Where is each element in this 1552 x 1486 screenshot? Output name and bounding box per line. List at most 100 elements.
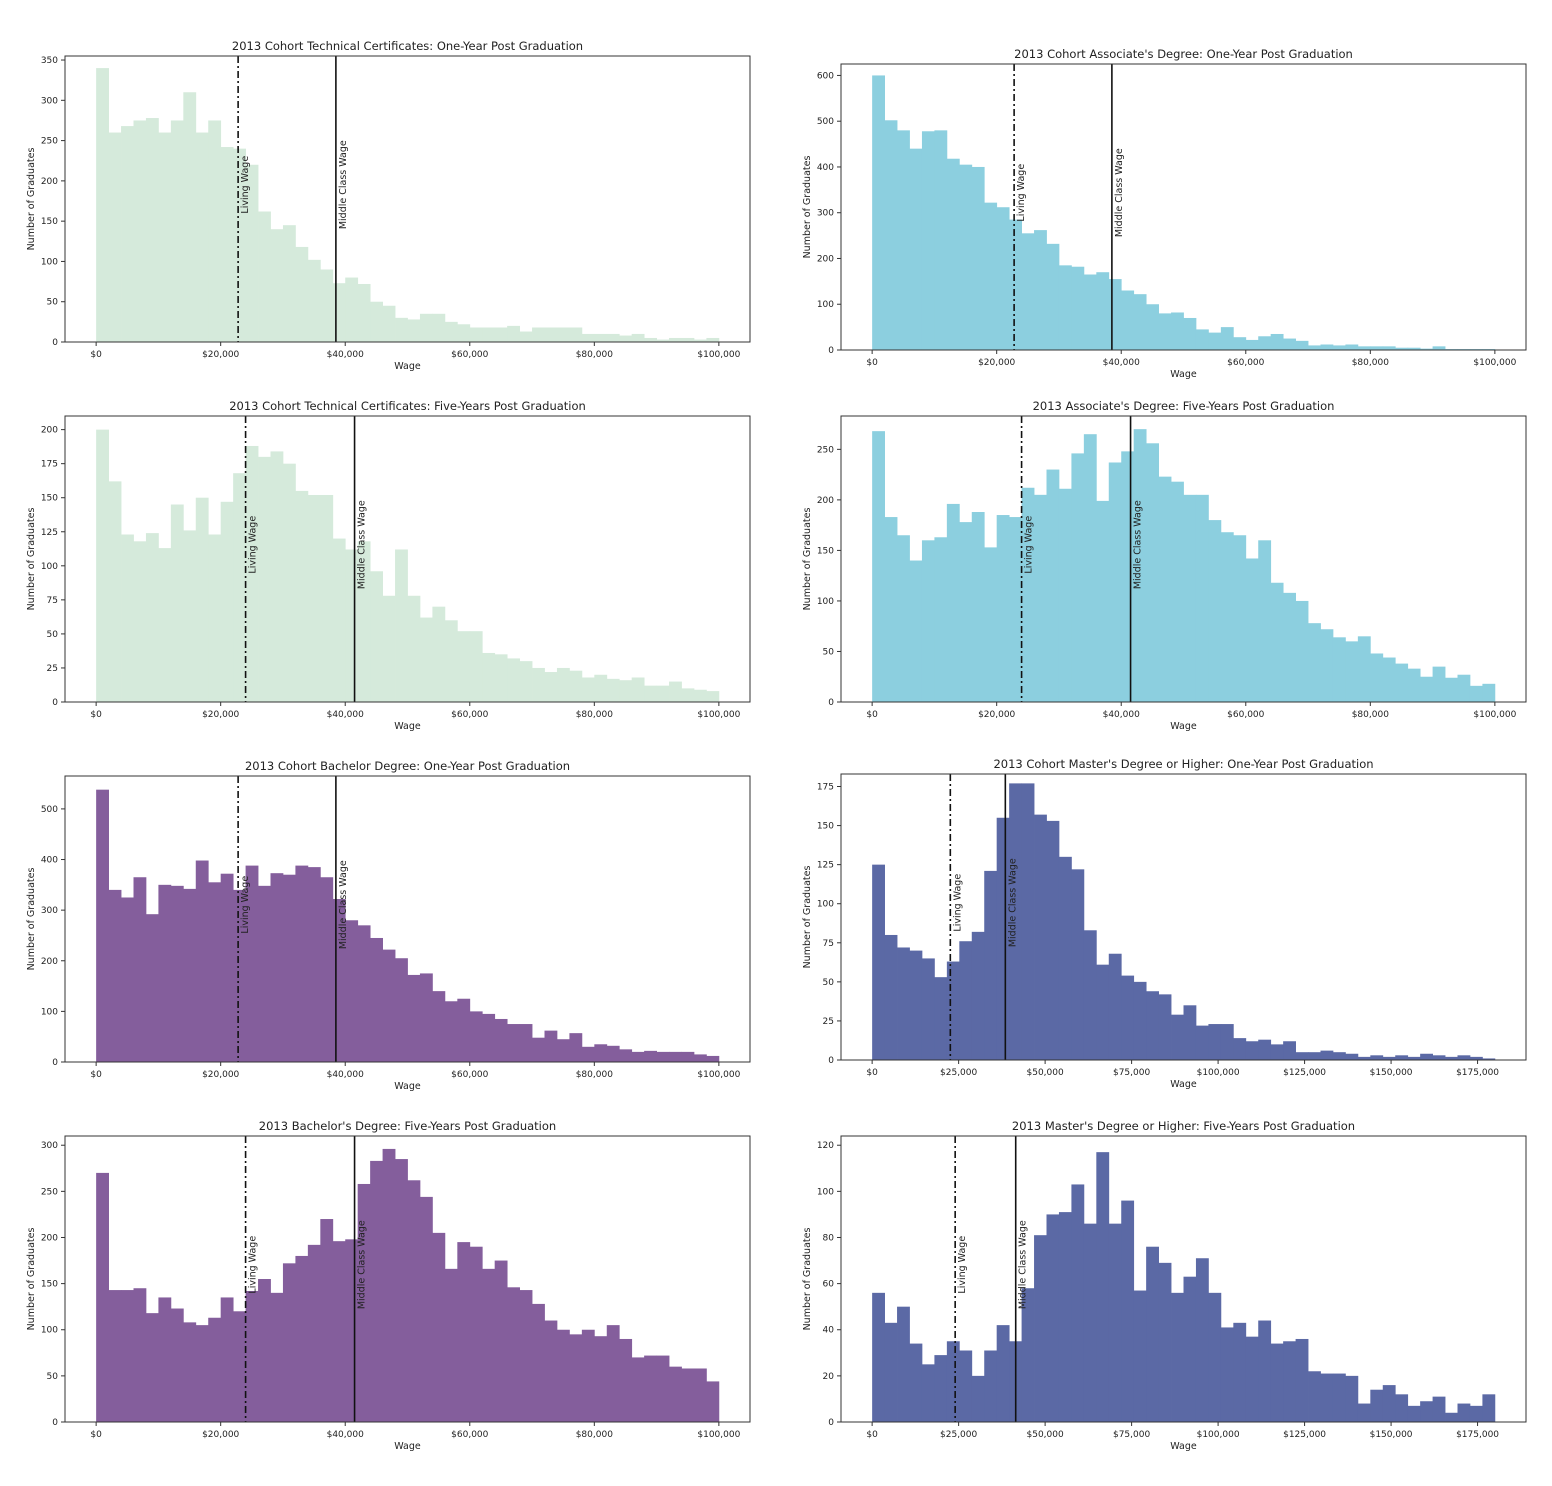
histogram-bar xyxy=(872,75,885,350)
histogram-bar xyxy=(507,325,520,342)
histogram-bar xyxy=(270,1292,284,1422)
histogram-bar xyxy=(507,658,520,702)
histogram-bar xyxy=(1482,683,1496,702)
histogram-bar xyxy=(669,1051,682,1062)
x-tick-label: $0 xyxy=(866,710,878,720)
x-tick-label: $60,000 xyxy=(451,1430,488,1440)
histogram-bar xyxy=(1071,869,1085,1060)
histogram-bar xyxy=(519,1290,533,1422)
histogram-bar xyxy=(1258,540,1272,702)
histogram-bar xyxy=(357,541,371,702)
histogram-bar xyxy=(1195,494,1209,702)
histogram-bar xyxy=(1283,338,1296,350)
histogram-bar xyxy=(1370,1055,1384,1060)
histogram-bar xyxy=(1345,344,1359,350)
histogram-bar xyxy=(606,678,620,702)
histogram-bar xyxy=(594,674,608,702)
histogram-panel-tc1: 2013 Cohort Technical Certificates: One-… xyxy=(26,39,751,372)
bars-group xyxy=(872,1152,1496,1422)
histogram-bar xyxy=(1395,663,1409,702)
histogram-bar xyxy=(1021,487,1035,702)
histogram-bar xyxy=(245,445,259,702)
x-tick-label: $100,000 xyxy=(697,1070,740,1080)
histogram-bar xyxy=(170,504,184,702)
histogram-bar xyxy=(1083,434,1097,702)
histogram-bar xyxy=(469,1011,483,1062)
y-tick-label: 0 xyxy=(52,1418,58,1428)
y-tick-label: 150 xyxy=(817,822,834,832)
histogram-bar xyxy=(681,1368,695,1422)
y-tick-label: 50 xyxy=(823,647,835,657)
y-tick-label: 300 xyxy=(41,1141,58,1151)
histogram-bar xyxy=(158,1297,172,1422)
living-wage-label: Living Wage xyxy=(957,1236,968,1294)
y-tick-label: 100 xyxy=(41,1326,58,1336)
x-tick-label: $125,000 xyxy=(1283,1068,1326,1078)
histogram-bar xyxy=(1133,1290,1147,1422)
histogram-bar xyxy=(1158,476,1172,702)
histogram-bar xyxy=(158,548,172,702)
histogram-bar xyxy=(494,1260,508,1422)
histogram-bar xyxy=(532,1303,545,1422)
y-tick-label: 100 xyxy=(817,300,834,310)
histogram-bar xyxy=(581,677,595,702)
histogram-panel-as5: 2013 Associate's Degree: Five-Years Post… xyxy=(802,399,1527,732)
histogram-bar xyxy=(1183,317,1197,350)
histogram-bar xyxy=(1420,1053,1433,1060)
bars-group xyxy=(96,429,720,702)
histogram-bar xyxy=(1083,930,1097,1060)
histogram-bar xyxy=(996,207,1010,350)
y-axis-label: Number of Graduates xyxy=(802,156,813,259)
plot-frame xyxy=(64,775,751,1063)
histogram-bar xyxy=(108,1290,122,1422)
histogram-bar xyxy=(482,652,496,702)
y-tick-label: 100 xyxy=(41,257,58,267)
histogram-bar xyxy=(594,1044,608,1062)
histogram-bar xyxy=(307,259,321,342)
histogram-bar xyxy=(1432,346,1446,350)
histogram-bar xyxy=(170,885,184,1062)
x-tick-label: $100,000 xyxy=(1473,710,1516,720)
histogram-bar xyxy=(1395,1394,1409,1422)
histogram-bar xyxy=(1283,1341,1296,1422)
chart-title: 2013 Cohort Associate's Degree: One-Year… xyxy=(1014,47,1353,61)
histogram-bar xyxy=(370,1160,383,1422)
histogram-bar xyxy=(959,522,973,702)
histogram-bar xyxy=(1320,1050,1334,1060)
histogram-bar xyxy=(1407,1405,1421,1422)
y-tick-label: 75 xyxy=(823,939,834,949)
histogram-bar xyxy=(946,158,960,350)
histogram-bar xyxy=(1058,856,1072,1060)
x-tick-label: $175,000 xyxy=(1456,1430,1499,1440)
histogram-bar xyxy=(469,327,483,342)
histogram-bar xyxy=(1345,1375,1359,1422)
bars-group xyxy=(872,783,1496,1060)
x-tick-label: $175,000 xyxy=(1456,1068,1499,1078)
chart-title: 2013 Cohort Bachelor Degree: One-Year Po… xyxy=(245,759,570,773)
histogram-bar xyxy=(1171,481,1184,702)
histogram-bar xyxy=(644,1355,657,1422)
histogram-bar xyxy=(295,246,309,342)
y-tick-label: 300 xyxy=(41,906,58,916)
histogram-bar xyxy=(872,1292,885,1422)
histogram-bar xyxy=(909,1343,923,1422)
histogram-bar xyxy=(121,1290,134,1422)
histogram-bar xyxy=(419,1196,433,1422)
histogram-bar xyxy=(1071,453,1085,702)
x-tick-label: $100,000 xyxy=(697,1430,740,1440)
histogram-bar xyxy=(432,991,446,1062)
histogram-bar xyxy=(457,998,471,1062)
histogram-bar xyxy=(133,120,147,342)
x-tick-label: $60,000 xyxy=(451,1070,488,1080)
y-tick-label: 250 xyxy=(817,445,834,455)
histogram-bar xyxy=(1258,1039,1272,1060)
histogram-bar xyxy=(1220,1327,1234,1422)
histogram-bar xyxy=(1407,668,1421,702)
histogram-bar xyxy=(644,1050,657,1062)
histogram-bar xyxy=(444,620,458,702)
histogram-bar xyxy=(693,339,707,342)
histogram-bar xyxy=(345,277,359,342)
histogram-bar xyxy=(1208,1292,1222,1422)
living-wage-label: Living Wage xyxy=(248,1236,259,1294)
histogram-bar xyxy=(507,1024,520,1062)
